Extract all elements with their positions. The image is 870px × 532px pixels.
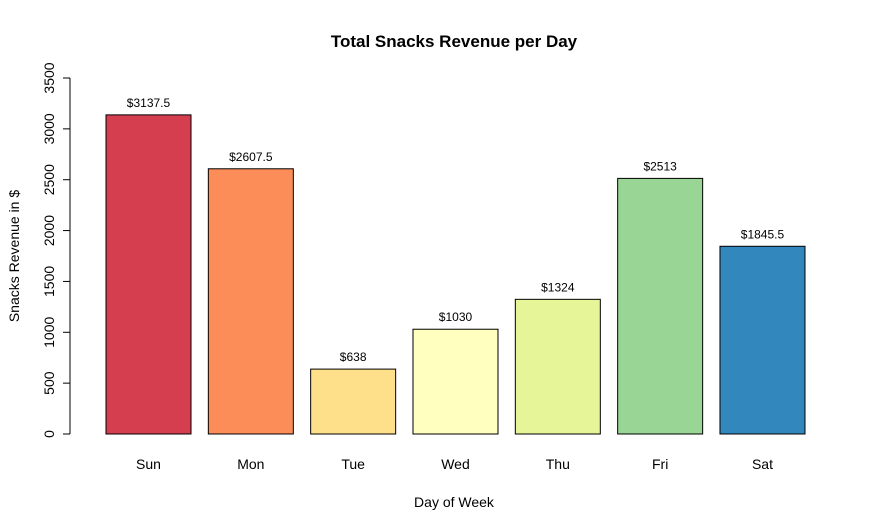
bars: $3137.5 $2607.5 $638 $1030 $1324 $2513 $1845.5	[105, 96, 806, 435]
y-tick-label: 2500	[41, 164, 57, 195]
y-tick-label: 2000	[41, 215, 57, 246]
y-tick-label: 500	[41, 371, 57, 395]
data-label-wed: $1030	[439, 310, 473, 324]
bar-sun	[105, 114, 192, 435]
y-tick-label: 0	[41, 430, 57, 438]
y-axis-label: Snacks Revenue in $	[6, 190, 22, 323]
data-label-fri: $2513	[643, 159, 677, 173]
y-axis: 0 500 1000 1500 2000 2500 3000 3500	[41, 62, 71, 438]
data-label-tue: $638	[340, 350, 367, 364]
x-axis-label: Day of Week	[414, 494, 495, 510]
data-label-mon: $2607.5	[229, 150, 273, 164]
bar-sat	[719, 245, 806, 435]
bar-fri	[617, 177, 704, 435]
x-tick-label-thu: Thu	[546, 456, 570, 472]
x-tick-label-fri: Fri	[652, 456, 668, 472]
x-tick-label-mon: Mon	[237, 456, 264, 472]
bar-thu	[514, 298, 601, 435]
y-tick-label: 1000	[41, 317, 57, 348]
bar-tue	[310, 368, 397, 435]
x-axis: Sun Mon Tue Wed Thu Fri Sat	[136, 456, 773, 472]
x-tick-label-tue: Tue	[341, 456, 365, 472]
y-tick-label: 1500	[41, 266, 57, 297]
data-label-thu: $1324	[541, 280, 575, 294]
x-tick-label-wed: Wed	[441, 456, 470, 472]
bar-mon	[207, 168, 294, 435]
data-label-sat: $1845.5	[741, 227, 785, 241]
chart-title: Total Snacks Revenue per Day	[331, 32, 578, 51]
x-tick-label-sun: Sun	[136, 456, 161, 472]
y-tick-label: 3500	[41, 62, 57, 93]
x-tick-label-sat: Sat	[752, 456, 773, 472]
y-tick-label: 3000	[41, 113, 57, 144]
data-label-sun: $3137.5	[127, 96, 171, 110]
bar-wed	[412, 328, 499, 435]
